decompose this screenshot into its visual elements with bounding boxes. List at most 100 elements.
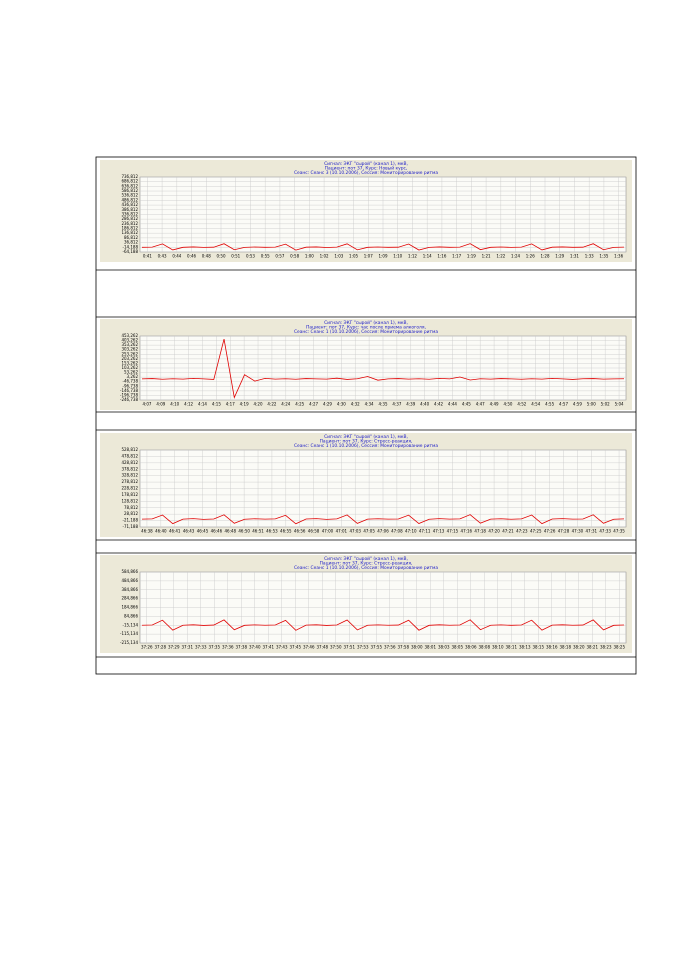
x-tick-label: 46:48 (224, 529, 236, 534)
x-tick-label: 4:59 (573, 402, 582, 407)
x-tick-label: 47:28 (558, 529, 570, 534)
x-tick-label: 37:51 (343, 645, 355, 650)
y-tick-label: 478,812 (121, 453, 138, 458)
y-tick-label: 336,812 (121, 211, 138, 216)
y-tick-label: 253,262 (121, 351, 138, 356)
x-tick-label: 0:53 (246, 254, 255, 259)
x-tick-label: 0:44 (172, 254, 181, 259)
x-tick-label: 46:58 (308, 529, 320, 534)
x-tick-label: 4:57 (559, 402, 568, 407)
x-tick-label: 4:14 (198, 402, 207, 407)
x-tick-label: 4:24 (281, 402, 290, 407)
x-tick-label: 4:54 (531, 402, 540, 407)
x-tick-label: 4:50 (503, 402, 512, 407)
y-tick-label: 284,866 (121, 596, 138, 601)
chart-title: Пациент: пот 37, Курс: Стресс-реакция, (320, 561, 413, 567)
y-tick-label: -21,188 (123, 518, 139, 523)
y-tick-label: -115,134 (120, 631, 138, 636)
x-tick-label: 1:05 (349, 254, 358, 259)
x-tick-label: 47:23 (516, 529, 528, 534)
x-tick-label: 47:31 (586, 529, 598, 534)
x-tick-label: 46:51 (252, 529, 264, 534)
x-tick-label: 47:05 (363, 529, 375, 534)
chart-title: Сигнал: ЭКГ "сырой" (канал 1), мкВ, (324, 555, 408, 562)
x-tick-label: 1:16 (437, 254, 446, 259)
chart-title: Сигнал: ЭКГ "сырой" (канал 1), мкВ, (324, 433, 408, 440)
x-tick-label: 4:49 (490, 402, 499, 407)
y-tick-label: 428,812 (121, 460, 138, 465)
x-tick-label: 46:55 (280, 529, 292, 534)
x-tick-label: 47:16 (461, 529, 473, 534)
chart-figure: Сигнал: ЭКГ "сырой" (канал 1), мкВ,Пацие… (100, 319, 632, 410)
y-tick-label: 28,812 (124, 511, 138, 516)
y-tick-label: 86,812 (124, 235, 138, 240)
x-tick-label: 4:32 (351, 402, 360, 407)
chart-figure: Сигнал: ЭКГ "сырой" (канал 1), мкВ,Пацие… (100, 433, 632, 537)
y-tick-label: 203,262 (121, 356, 138, 361)
x-tick-label: 46:46 (211, 529, 223, 534)
x-tick-label: 37:33 (195, 645, 207, 650)
y-tick-label: 586,812 (121, 188, 138, 193)
x-tick-label: 47:10 (405, 529, 417, 534)
y-tick-label: 536,812 (121, 193, 138, 198)
x-tick-label: 37:48 (316, 645, 328, 650)
y-tick-label: 686,812 (121, 179, 138, 184)
x-tick-label: 47:00 (322, 529, 334, 534)
x-tick-label: 1:33 (585, 254, 594, 259)
x-tick-label: 4:17 (226, 402, 235, 407)
x-tick-label: 47:15 (447, 529, 459, 534)
y-tick-label: 736,812 (121, 174, 138, 179)
chart-title: Сигнал: ЭКГ "сырой" (канал 1), мкВ, (324, 319, 408, 326)
x-tick-label: 4:25 (295, 402, 304, 407)
x-tick-label: 1:36 (614, 254, 623, 259)
x-tick-label: 38:15 (532, 645, 544, 650)
y-tick-label: 186,812 (121, 225, 138, 230)
x-tick-label: 1:26 (526, 254, 535, 259)
y-tick-label: -64,188 (123, 249, 139, 254)
x-tick-label: 38:20 (573, 645, 585, 650)
x-tick-label: 1:10 (393, 254, 402, 259)
x-tick-label: 37:58 (397, 645, 409, 650)
y-tick-label: 384,866 (121, 587, 138, 592)
x-tick-label: 4:47 (476, 402, 485, 407)
chart-title: Сеанс: Сеанс 1 (10.10.2006), Сессия: Мон… (294, 565, 438, 571)
x-tick-label: 4:19 (240, 402, 249, 407)
y-tick-label: 3,262 (127, 374, 139, 379)
x-tick-label: 38:18 (559, 645, 571, 650)
x-tick-label: 0:57 (275, 254, 284, 259)
x-tick-label: 37:46 (303, 645, 315, 650)
x-tick-label: 4:45 (462, 402, 471, 407)
y-tick-label: 153,262 (121, 360, 138, 365)
x-tick-label: 1:22 (496, 254, 505, 259)
x-tick-label: 47:30 (572, 529, 584, 534)
x-tick-label: 46:50 (238, 529, 250, 534)
y-tick-label: 303,262 (121, 347, 138, 352)
x-tick-label: 4:52 (517, 402, 526, 407)
x-tick-label: 38:21 (586, 645, 598, 650)
y-tick-label: 378,812 (121, 466, 138, 471)
chart-title: Сеанс: Сеанс 1 (10.10.2006), Сессия: Мон… (294, 443, 438, 449)
y-tick-label: 184,866 (121, 605, 138, 610)
y-tick-label: 484,866 (121, 578, 138, 583)
x-tick-label: 47:20 (488, 529, 500, 534)
x-tick-label: 1:07 (364, 254, 373, 259)
chart-title: Сеанс: Сеанс 1 (10.10.2006), Сессия: Мон… (294, 329, 438, 335)
x-tick-label: 1:12 (408, 254, 417, 259)
y-tick-label: 386,812 (121, 207, 138, 212)
x-tick-label: 38:25 (613, 645, 625, 650)
x-tick-label: 46:38 (141, 529, 153, 534)
x-tick-label: 37:26 (141, 645, 153, 650)
x-tick-label: 46:56 (294, 529, 306, 534)
x-tick-label: 1:19 (467, 254, 476, 259)
x-tick-label: 4:20 (254, 402, 263, 407)
x-tick-label: 1:00 (305, 254, 314, 259)
x-tick-label: 1:03 (334, 254, 343, 259)
x-tick-label: 37:55 (370, 645, 382, 650)
x-tick-label: 1:31 (570, 254, 579, 259)
y-tick-label: 53,262 (124, 370, 138, 375)
x-tick-label: 4:29 (323, 402, 332, 407)
x-tick-label: 0:50 (217, 254, 226, 259)
x-tick-label: 38:08 (478, 645, 490, 650)
x-tick-label: 0:55 (261, 254, 270, 259)
